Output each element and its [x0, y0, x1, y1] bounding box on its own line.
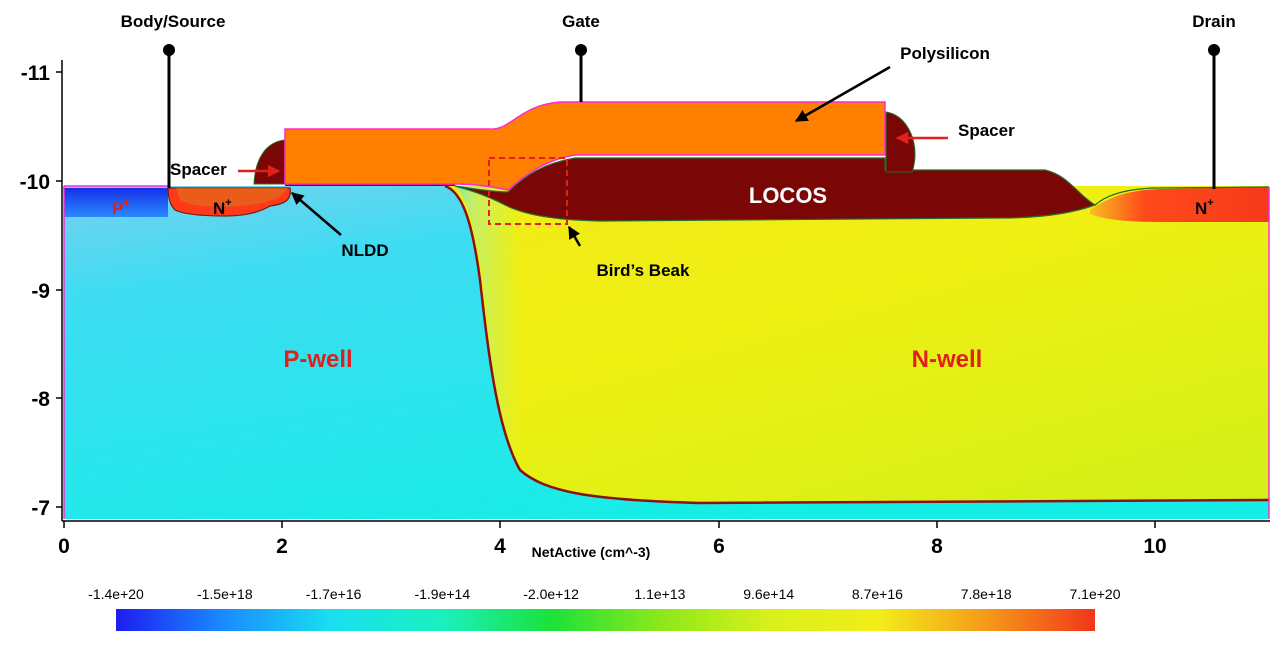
spacer-left-callout: Spacer	[170, 160, 227, 179]
x-tick-label: 4	[494, 535, 506, 558]
colorbar-tick-label: 7.8e+18	[961, 586, 1012, 602]
drain-label: Drain	[1192, 12, 1235, 31]
polysilicon-gate	[284, 101, 886, 191]
drain-pin	[1208, 44, 1220, 56]
spacer-left-shape	[253, 139, 286, 185]
colorbar-tick-label: -1.7e+16	[306, 586, 362, 602]
terminals: Body/Source Gate Drain	[121, 12, 1236, 189]
y-tick-label: -10	[20, 171, 50, 194]
n-plus-left-label: N+	[213, 197, 232, 218]
colorbar-tick-label: -2.0e+12	[523, 586, 579, 602]
body-source-label: Body/Source	[121, 12, 226, 31]
spacer-right-shape	[885, 111, 916, 173]
x-tick-label: 0	[58, 535, 70, 558]
region-labels: LOCOS P-well N-well P+ N+ N+	[112, 183, 1214, 373]
p-well-region	[64, 186, 1269, 519]
x-axis-label: NetActive (cm^-3)	[532, 544, 651, 560]
colorbar-tick-label: -1.5e+18	[197, 586, 253, 602]
gate-label: Gate	[562, 12, 600, 31]
polysilicon-callout: Polysilicon	[900, 44, 990, 63]
pn-junction-line	[444, 184, 1270, 505]
colorbar-tick-label: 7.1e+20	[1070, 586, 1121, 602]
y-tick-label: -7	[31, 497, 50, 520]
nldd-arrow	[291, 192, 342, 236]
polysilicon-arrow	[794, 65, 891, 123]
y-tick-label: -9	[31, 280, 50, 303]
y-tick-label: -11	[21, 62, 51, 85]
p-well-label: P-well	[283, 346, 352, 373]
body-source-pin	[163, 44, 175, 56]
colorbar-tick-label: 8.7e+16	[852, 586, 903, 602]
surface-outline-right	[1094, 186, 1270, 206]
colorbar-labels: -1.4e+20 -1.5e+18 -1.7e+16 -1.9e+14 -2.0e+12…	[88, 586, 1121, 602]
birds-beak-callout: Bird’s Beak	[597, 261, 690, 280]
nldd-region	[176, 188, 288, 207]
p-plus-region	[64, 188, 168, 217]
x-tick-label: 8	[931, 535, 943, 558]
junction-transition	[455, 186, 520, 470]
colorbar-tick-label: -1.9e+14	[414, 586, 470, 602]
locos-label: LOCOS	[749, 183, 827, 208]
plot-area	[63, 101, 1270, 519]
birds-beak-box	[488, 157, 568, 225]
colorbar-gradient	[116, 609, 1095, 631]
colorbar-tick-label: 9.6e+14	[743, 586, 794, 602]
gate-pin	[575, 44, 587, 56]
n-plus-right-region	[1090, 187, 1269, 222]
n-plus-right-label: N+	[1195, 197, 1214, 218]
x-tick-label: 6	[713, 535, 725, 558]
colorbar: -1.4e+20 -1.5e+18 -1.7e+16 -1.9e+14 -2.0e+12…	[88, 586, 1121, 631]
colorbar-tick-label: 1.1e+13	[634, 586, 685, 602]
callouts: Polysilicon Spacer Spacer NLDD Bird’s Be…	[170, 44, 1015, 280]
p-plus-label: P+	[112, 197, 130, 218]
x-tick-label: 2	[276, 535, 288, 558]
axes: -11 -10 -9 -8 -7 0 2 4 6 8 10 NetActive …	[20, 60, 1270, 560]
colorbar-tick-label: -1.4e+20	[88, 586, 144, 602]
spacer-right-callout: Spacer	[958, 121, 1015, 140]
n-well-label: N-well	[912, 346, 983, 373]
x-tick-label: 10	[1143, 535, 1166, 558]
birds-beak-arrow	[567, 225, 582, 247]
y-tick-label: -8	[31, 388, 50, 411]
nldd-callout: NLDD	[341, 241, 388, 260]
